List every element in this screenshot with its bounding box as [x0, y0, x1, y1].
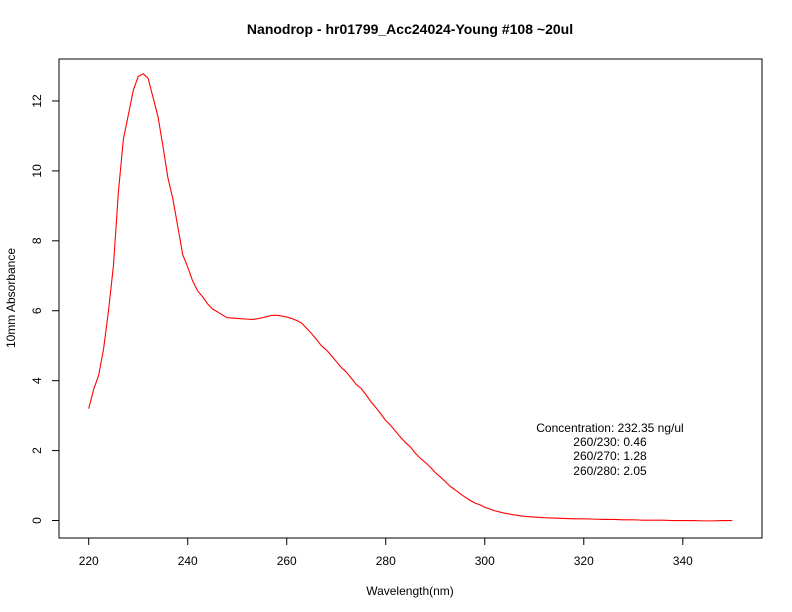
y-tick-label: 2: [30, 447, 44, 454]
x-tick-label: 300: [475, 554, 495, 568]
ratio-260-270-text: 260/270: 1.28: [573, 449, 647, 463]
ratio-260-230-text: 260/230: 0.46: [573, 435, 647, 449]
absorbance-series-line: [88, 73, 733, 522]
x-tick-label: 340: [673, 554, 693, 568]
series-layer: [88, 73, 733, 522]
y-axis-label: 10mm Absorbance: [4, 248, 18, 348]
stats-annotation: Concentration: 232.35 ng/ul 260/230: 0.4…: [536, 421, 683, 478]
y-tick-label: 8: [30, 237, 44, 244]
y-tick-label: 4: [30, 377, 44, 384]
y-tick-label: 0: [30, 517, 44, 524]
x-axis: 220 240 260 280 300 320 340: [79, 537, 693, 568]
x-tick-label: 260: [277, 554, 297, 568]
y-tick-label: 12: [30, 94, 44, 108]
x-tick-label: 280: [376, 554, 396, 568]
y-tick-label: 10: [30, 164, 44, 178]
x-axis-label: Wavelength(nm): [366, 584, 454, 598]
y-tick-label: 6: [30, 307, 44, 314]
plot-frame: [58, 58, 763, 539]
y-axis: 0 2 4 6 8 10 12: [30, 94, 60, 524]
x-tick-label: 320: [574, 554, 594, 568]
chart-title: Nanodrop - hr01799_Acc24024-Young #108 ~…: [247, 21, 573, 37]
x-tick-label: 220: [79, 554, 99, 568]
ratio-260-280-text: 260/280: 2.05: [573, 464, 647, 478]
x-tick-label: 240: [178, 554, 198, 568]
concentration-text: Concentration: 232.35 ng/ul: [536, 421, 683, 435]
